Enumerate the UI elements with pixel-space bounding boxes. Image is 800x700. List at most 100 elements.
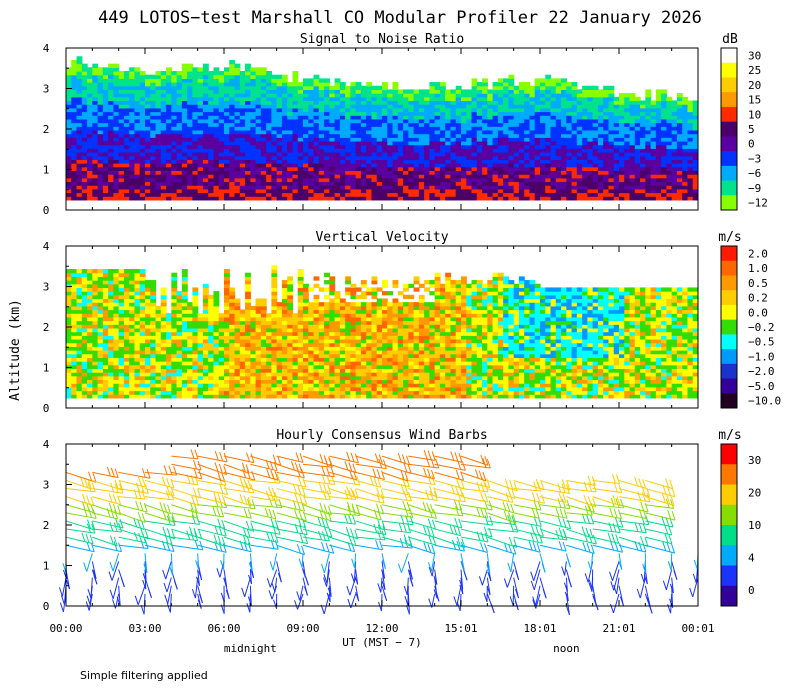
snr-cell <box>192 188 199 194</box>
snr-cell <box>587 144 594 149</box>
vv-cell <box>139 368 146 373</box>
vv-cell <box>166 394 172 399</box>
vv-cell <box>145 313 151 318</box>
vv-cell <box>92 364 99 370</box>
snr-cell <box>292 196 299 201</box>
vv-cell <box>145 361 151 366</box>
vv-cell <box>213 379 220 384</box>
snr-cell <box>392 104 399 109</box>
snr-cell <box>418 144 425 149</box>
snr-cell <box>629 137 636 142</box>
y-tick-label: 3 <box>43 83 50 96</box>
snr-cell <box>429 107 436 113</box>
snr-cell <box>640 140 646 146</box>
snr-cell <box>308 107 315 113</box>
snr-cell <box>260 118 267 124</box>
snr-cell <box>234 196 241 201</box>
snr-cell <box>176 196 183 201</box>
snr-cell <box>582 104 588 109</box>
snr-cell <box>139 126 146 131</box>
snr-cell <box>682 174 689 179</box>
snr-cell <box>97 137 104 142</box>
vv-cell <box>66 283 72 289</box>
snr-cell <box>92 192 99 197</box>
snr-cell <box>629 96 636 102</box>
snr-cell <box>281 96 288 102</box>
snr-cell <box>234 155 241 160</box>
snr-cell <box>534 129 541 135</box>
vv-cell <box>176 327 183 333</box>
vv-cell <box>202 338 209 344</box>
snr-cell <box>197 177 204 183</box>
vv-cell <box>102 361 109 366</box>
snr-cell <box>229 137 236 142</box>
snr-cell <box>271 177 278 183</box>
snr-cell <box>176 137 183 142</box>
snr-cell <box>545 148 552 153</box>
snr-cell <box>634 174 641 179</box>
vv-cell <box>66 327 72 333</box>
vv-cell <box>181 361 188 366</box>
snr-cell <box>250 174 257 179</box>
snr-cell <box>229 63 236 68</box>
snr-cell <box>687 129 694 135</box>
snr-cell <box>71 129 78 135</box>
snr-cell <box>450 166 457 172</box>
snr-cell <box>545 115 552 120</box>
snr-cell <box>255 82 262 87</box>
snr-cell <box>634 159 641 164</box>
snr-cell <box>476 118 483 124</box>
snr-cell <box>413 140 420 146</box>
snr-cell <box>108 115 114 120</box>
snr-cell <box>292 152 299 157</box>
snr-cell <box>650 155 657 160</box>
snr-cell <box>439 85 446 91</box>
snr-cell <box>355 155 362 160</box>
vv-cell <box>192 316 199 322</box>
snr-cell <box>466 129 473 135</box>
snr-cell <box>345 133 351 138</box>
snr-cell <box>508 152 515 157</box>
snr-cell <box>129 177 136 183</box>
snr-cell <box>582 85 588 91</box>
snr-cell <box>592 115 599 120</box>
vv-cell <box>123 368 130 373</box>
snr-cell <box>492 104 499 109</box>
snr-cell <box>366 188 373 194</box>
snr-cell <box>181 159 188 164</box>
snr-cell <box>371 85 378 91</box>
snr-cell <box>324 188 330 194</box>
snr-cell <box>387 159 394 164</box>
snr-cell <box>640 155 646 160</box>
snr-cell <box>524 177 531 183</box>
snr-cell <box>619 144 625 149</box>
snr-cell <box>413 170 420 175</box>
snr-cell <box>318 148 325 153</box>
vv-cell <box>108 375 114 381</box>
snr-cell <box>239 170 246 175</box>
snr-cell <box>318 170 325 175</box>
snr-cell <box>160 129 167 135</box>
snr-cell <box>308 126 315 131</box>
snr-cell <box>513 152 520 157</box>
vv-cell <box>202 316 209 322</box>
snr-cell <box>250 96 257 102</box>
snr-cell <box>350 188 357 194</box>
vv-cell <box>176 350 183 355</box>
snr-cell <box>613 133 620 138</box>
snr-cell <box>613 181 620 186</box>
snr-cell <box>303 85 309 91</box>
snr-cell <box>281 155 288 160</box>
snr-cell <box>187 177 193 183</box>
snr-cell <box>129 181 136 186</box>
snr-cell <box>566 177 573 183</box>
snr-cell <box>634 192 641 197</box>
snr-cell <box>234 93 241 98</box>
snr-cell <box>97 152 104 157</box>
snr-cell <box>308 89 315 94</box>
snr-cell <box>234 170 241 175</box>
vv-cell <box>134 280 141 285</box>
vv-cell <box>134 291 141 296</box>
vv-cell <box>213 342 220 347</box>
snr-cell <box>529 148 536 153</box>
